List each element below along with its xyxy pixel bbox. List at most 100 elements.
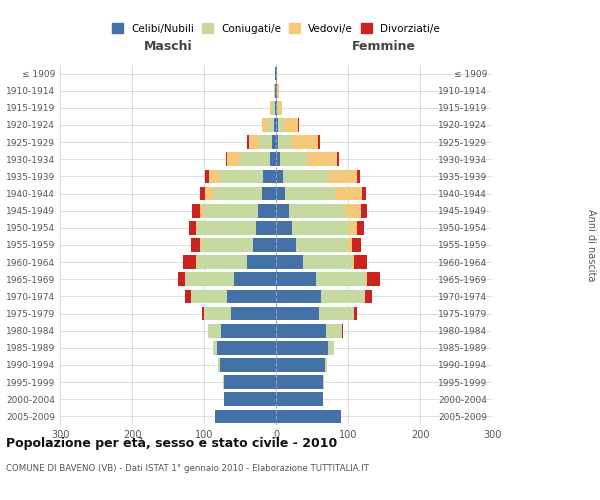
Bar <box>319 306 354 320</box>
Bar <box>316 272 366 286</box>
Bar <box>205 186 212 200</box>
Bar <box>224 392 276 406</box>
Bar <box>276 136 278 149</box>
Bar <box>226 152 227 166</box>
Bar <box>283 170 328 183</box>
Legend: Celibi/Nubili, Coniugati/e, Vedovi/e, Divorziati/e: Celibi/Nubili, Coniugati/e, Vedovi/e, Di… <box>112 24 440 34</box>
Bar <box>279 101 283 114</box>
Bar <box>276 392 323 406</box>
Bar <box>232 306 276 320</box>
Bar <box>208 324 221 338</box>
Bar <box>198 221 256 234</box>
Bar <box>224 376 276 389</box>
Bar <box>204 306 232 320</box>
Bar <box>201 238 253 252</box>
Bar <box>276 358 325 372</box>
Bar <box>365 290 373 304</box>
Text: Maschi: Maschi <box>143 40 193 53</box>
Bar <box>200 204 204 218</box>
Bar <box>328 170 356 183</box>
Bar <box>345 204 361 218</box>
Bar <box>191 290 227 304</box>
Bar <box>220 358 276 372</box>
Bar <box>205 170 209 183</box>
Bar <box>227 290 276 304</box>
Bar <box>276 341 328 354</box>
Bar <box>275 84 276 98</box>
Bar <box>326 324 342 338</box>
Bar <box>307 152 337 166</box>
Bar <box>284 186 335 200</box>
Bar <box>217 341 276 354</box>
Bar <box>276 66 277 80</box>
Bar <box>337 152 340 166</box>
Bar <box>296 238 348 252</box>
Bar <box>298 118 299 132</box>
Bar <box>191 238 200 252</box>
Bar <box>276 84 277 98</box>
Bar <box>258 204 276 218</box>
Bar <box>185 272 234 286</box>
Bar <box>247 256 276 269</box>
Bar <box>221 324 276 338</box>
Bar <box>291 136 319 149</box>
Bar <box>348 238 352 252</box>
Bar <box>276 324 326 338</box>
Bar <box>280 152 307 166</box>
Bar <box>253 238 276 252</box>
Bar <box>234 272 276 286</box>
Bar <box>276 118 278 132</box>
Bar <box>200 186 205 200</box>
Bar <box>276 256 304 269</box>
Bar <box>189 221 196 234</box>
Bar <box>352 256 355 269</box>
Text: COMUNE DI BAVENO (VB) - Dati ISTAT 1° gennaio 2010 - Elaborazione TUTTITALIA.IT: COMUNE DI BAVENO (VB) - Dati ISTAT 1° ge… <box>6 464 369 473</box>
Bar <box>197 256 247 269</box>
Bar <box>361 204 367 218</box>
Y-axis label: Fasce di età: Fasce di età <box>0 214 2 276</box>
Bar <box>276 376 323 389</box>
Bar <box>276 101 277 114</box>
Bar <box>263 170 276 183</box>
Bar <box>284 118 298 132</box>
Bar <box>183 256 196 269</box>
Bar <box>276 170 283 183</box>
Bar <box>367 272 380 286</box>
Bar <box>278 136 291 149</box>
Bar <box>335 186 362 200</box>
Bar <box>259 136 272 149</box>
Bar <box>342 324 343 338</box>
Bar <box>328 341 334 354</box>
Text: Femmine: Femmine <box>352 40 416 53</box>
Bar <box>214 341 217 354</box>
Bar <box>276 186 284 200</box>
Bar <box>178 272 185 286</box>
Bar <box>276 204 289 218</box>
Text: Anni di nascita: Anni di nascita <box>586 209 596 281</box>
Bar <box>274 118 276 132</box>
Bar <box>212 186 262 200</box>
Bar <box>277 84 279 98</box>
Bar <box>276 306 319 320</box>
Bar <box>248 136 259 149</box>
Bar <box>200 238 201 252</box>
Bar <box>320 290 365 304</box>
Bar <box>276 290 320 304</box>
Bar <box>268 118 274 132</box>
Bar <box>227 152 240 166</box>
Bar <box>278 118 284 132</box>
Bar <box>270 101 272 114</box>
Bar <box>275 101 276 114</box>
Bar <box>262 118 268 132</box>
Bar <box>196 221 198 234</box>
Bar <box>304 256 352 269</box>
Bar <box>196 256 197 269</box>
Bar <box>202 306 204 320</box>
Bar <box>220 170 263 183</box>
Bar <box>262 186 276 200</box>
Bar <box>354 306 358 320</box>
Bar <box>352 238 361 252</box>
Bar <box>272 101 275 114</box>
Bar <box>292 221 349 234</box>
Bar <box>276 221 292 234</box>
